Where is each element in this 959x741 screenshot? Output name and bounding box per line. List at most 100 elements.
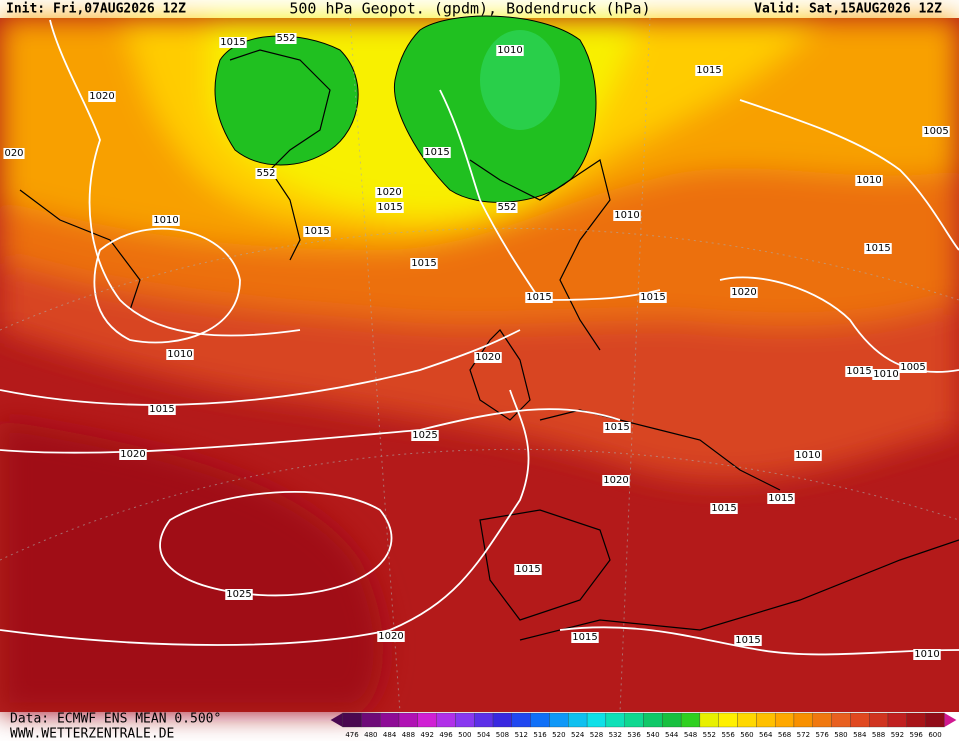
colorbar-cell — [511, 712, 531, 728]
isobar-label-box — [845, 366, 873, 377]
isobars — [0, 19, 959, 656]
colorbar-label: 560 — [740, 731, 753, 739]
colorbar-label: 528 — [590, 731, 603, 739]
colorbar-cell — [793, 712, 813, 728]
colorbar-cell — [549, 712, 569, 728]
isobar-label-box — [496, 45, 524, 56]
colorbar-cell — [492, 712, 513, 728]
colorbar-cell — [530, 712, 550, 728]
isobar-label-box — [88, 91, 116, 102]
isobar-label-box — [423, 147, 451, 158]
isobar-label: 1015 — [846, 366, 871, 377]
colorbar-label: 576 — [815, 731, 829, 739]
isobar-label: 1015 — [696, 65, 721, 76]
colorbar-cell — [737, 712, 757, 728]
isobar-label: 1015 — [735, 635, 760, 646]
colorbar-cell — [586, 712, 607, 728]
isobar-label-box — [275, 33, 297, 44]
isobar-label: 1015 — [220, 37, 245, 48]
graticule — [0, 17, 959, 713]
isobar-label-box — [3, 148, 25, 159]
colorbar: 476 480 484 488 492 496 500 504 508 512 516 520 524 5… — [330, 712, 957, 739]
colorbar-label: 512 — [515, 731, 528, 739]
isobar-label: 1010 — [153, 215, 178, 226]
colorbar-cell — [436, 712, 456, 728]
colorbar-cell — [718, 712, 738, 728]
colorbar-cell — [680, 712, 701, 728]
colorbar-label: 476 — [345, 731, 359, 739]
isobar-label: 552 — [497, 202, 516, 213]
colorbar-label: 496 — [439, 731, 453, 739]
colorbar-cell — [398, 712, 418, 728]
isobar-label-box — [496, 202, 518, 213]
colorbar-label: 572 — [797, 731, 810, 739]
isobar-label: 1005 — [900, 362, 925, 373]
isobar-labels: 1015 552 1020 020 1010 1015 1005 1015 552 1020 101… — [3, 33, 950, 660]
data-source: Data: ECMWF ENS MEAN 0.500° — [10, 712, 221, 727]
isobar-label: 1015 — [768, 493, 793, 504]
field — [0, 15, 959, 712]
isobar-label-box — [913, 649, 941, 660]
colorbar-label: 520 — [552, 731, 565, 739]
isobar-label-box — [571, 632, 599, 643]
isobar-label: 1015 — [865, 243, 890, 254]
colorbar-label: 504 — [477, 731, 491, 739]
colorbar-cell — [812, 712, 832, 728]
isobar-label-box — [855, 175, 883, 186]
colorbar-label: 508 — [496, 731, 509, 739]
colorbar-cell — [850, 712, 870, 728]
isobar-label: 1025 — [412, 430, 437, 441]
colorbar-label: 524 — [571, 731, 585, 739]
colorbar-label: 584 — [853, 731, 867, 739]
colorbar-label: 600 — [928, 731, 941, 739]
isobar-label: 1020 — [120, 449, 145, 460]
colorbar-label: 516 — [533, 731, 547, 739]
colorbar-label: 596 — [910, 731, 924, 739]
isobar-label: 020 — [4, 148, 23, 159]
isobar-label-box — [922, 126, 950, 137]
isobar-label-box — [695, 65, 723, 76]
isobar-label-box — [710, 503, 738, 514]
colorbar-label: 544 — [665, 731, 679, 739]
isobar-label: 1015 — [304, 226, 329, 237]
colorbar-label: 548 — [684, 731, 697, 739]
isobar-label-box — [525, 292, 553, 303]
colorbar-cell — [699, 712, 719, 728]
isobar-label-box — [730, 287, 758, 298]
colorbar-label: 540 — [646, 731, 659, 739]
isobar-label: 1020 — [378, 631, 403, 642]
valid-label: Valid: Sat,15AUG2026 12Z — [754, 2, 942, 17]
isobar-label-box — [602, 475, 630, 486]
isobar-label-box — [767, 493, 795, 504]
isobar-label-box — [514, 564, 542, 575]
isobar-label: 1020 — [603, 475, 628, 486]
isobar-label: 1015 — [640, 292, 665, 303]
isobar-label: 1020 — [376, 187, 401, 198]
isobar-label-box — [303, 226, 331, 237]
isobar-label: 552 — [276, 33, 295, 44]
isobar-label-box — [474, 352, 502, 363]
isobar-label-box — [166, 349, 194, 360]
isobar-label-box — [794, 450, 822, 461]
isobar-label: 1010 — [914, 649, 939, 660]
isobar-label: 1015 — [711, 503, 736, 514]
colorbar-cell — [869, 712, 889, 728]
isobar-label: 1015 — [572, 632, 597, 643]
colorbar-cell — [643, 712, 663, 728]
init-label: Init: Fri,07AUG2026 12Z — [6, 2, 186, 17]
isobar-label: 1015 — [515, 564, 540, 575]
colorbar-label: 484 — [383, 731, 397, 739]
isobar-label-box — [119, 449, 147, 460]
isobar-label: 1015 — [526, 292, 551, 303]
isobar-label-box — [639, 292, 667, 303]
isobar-label: 1015 — [411, 258, 436, 269]
isobar-label-box — [255, 168, 277, 179]
isobar-label-box — [603, 422, 631, 433]
colorbar-cell — [568, 712, 588, 728]
isobar-label-box — [152, 215, 180, 226]
isobar-label: 1015 — [149, 404, 174, 415]
colorbar-cell — [624, 712, 644, 728]
colorbar-label: 580 — [834, 731, 847, 739]
colorbar-cell — [756, 712, 776, 728]
